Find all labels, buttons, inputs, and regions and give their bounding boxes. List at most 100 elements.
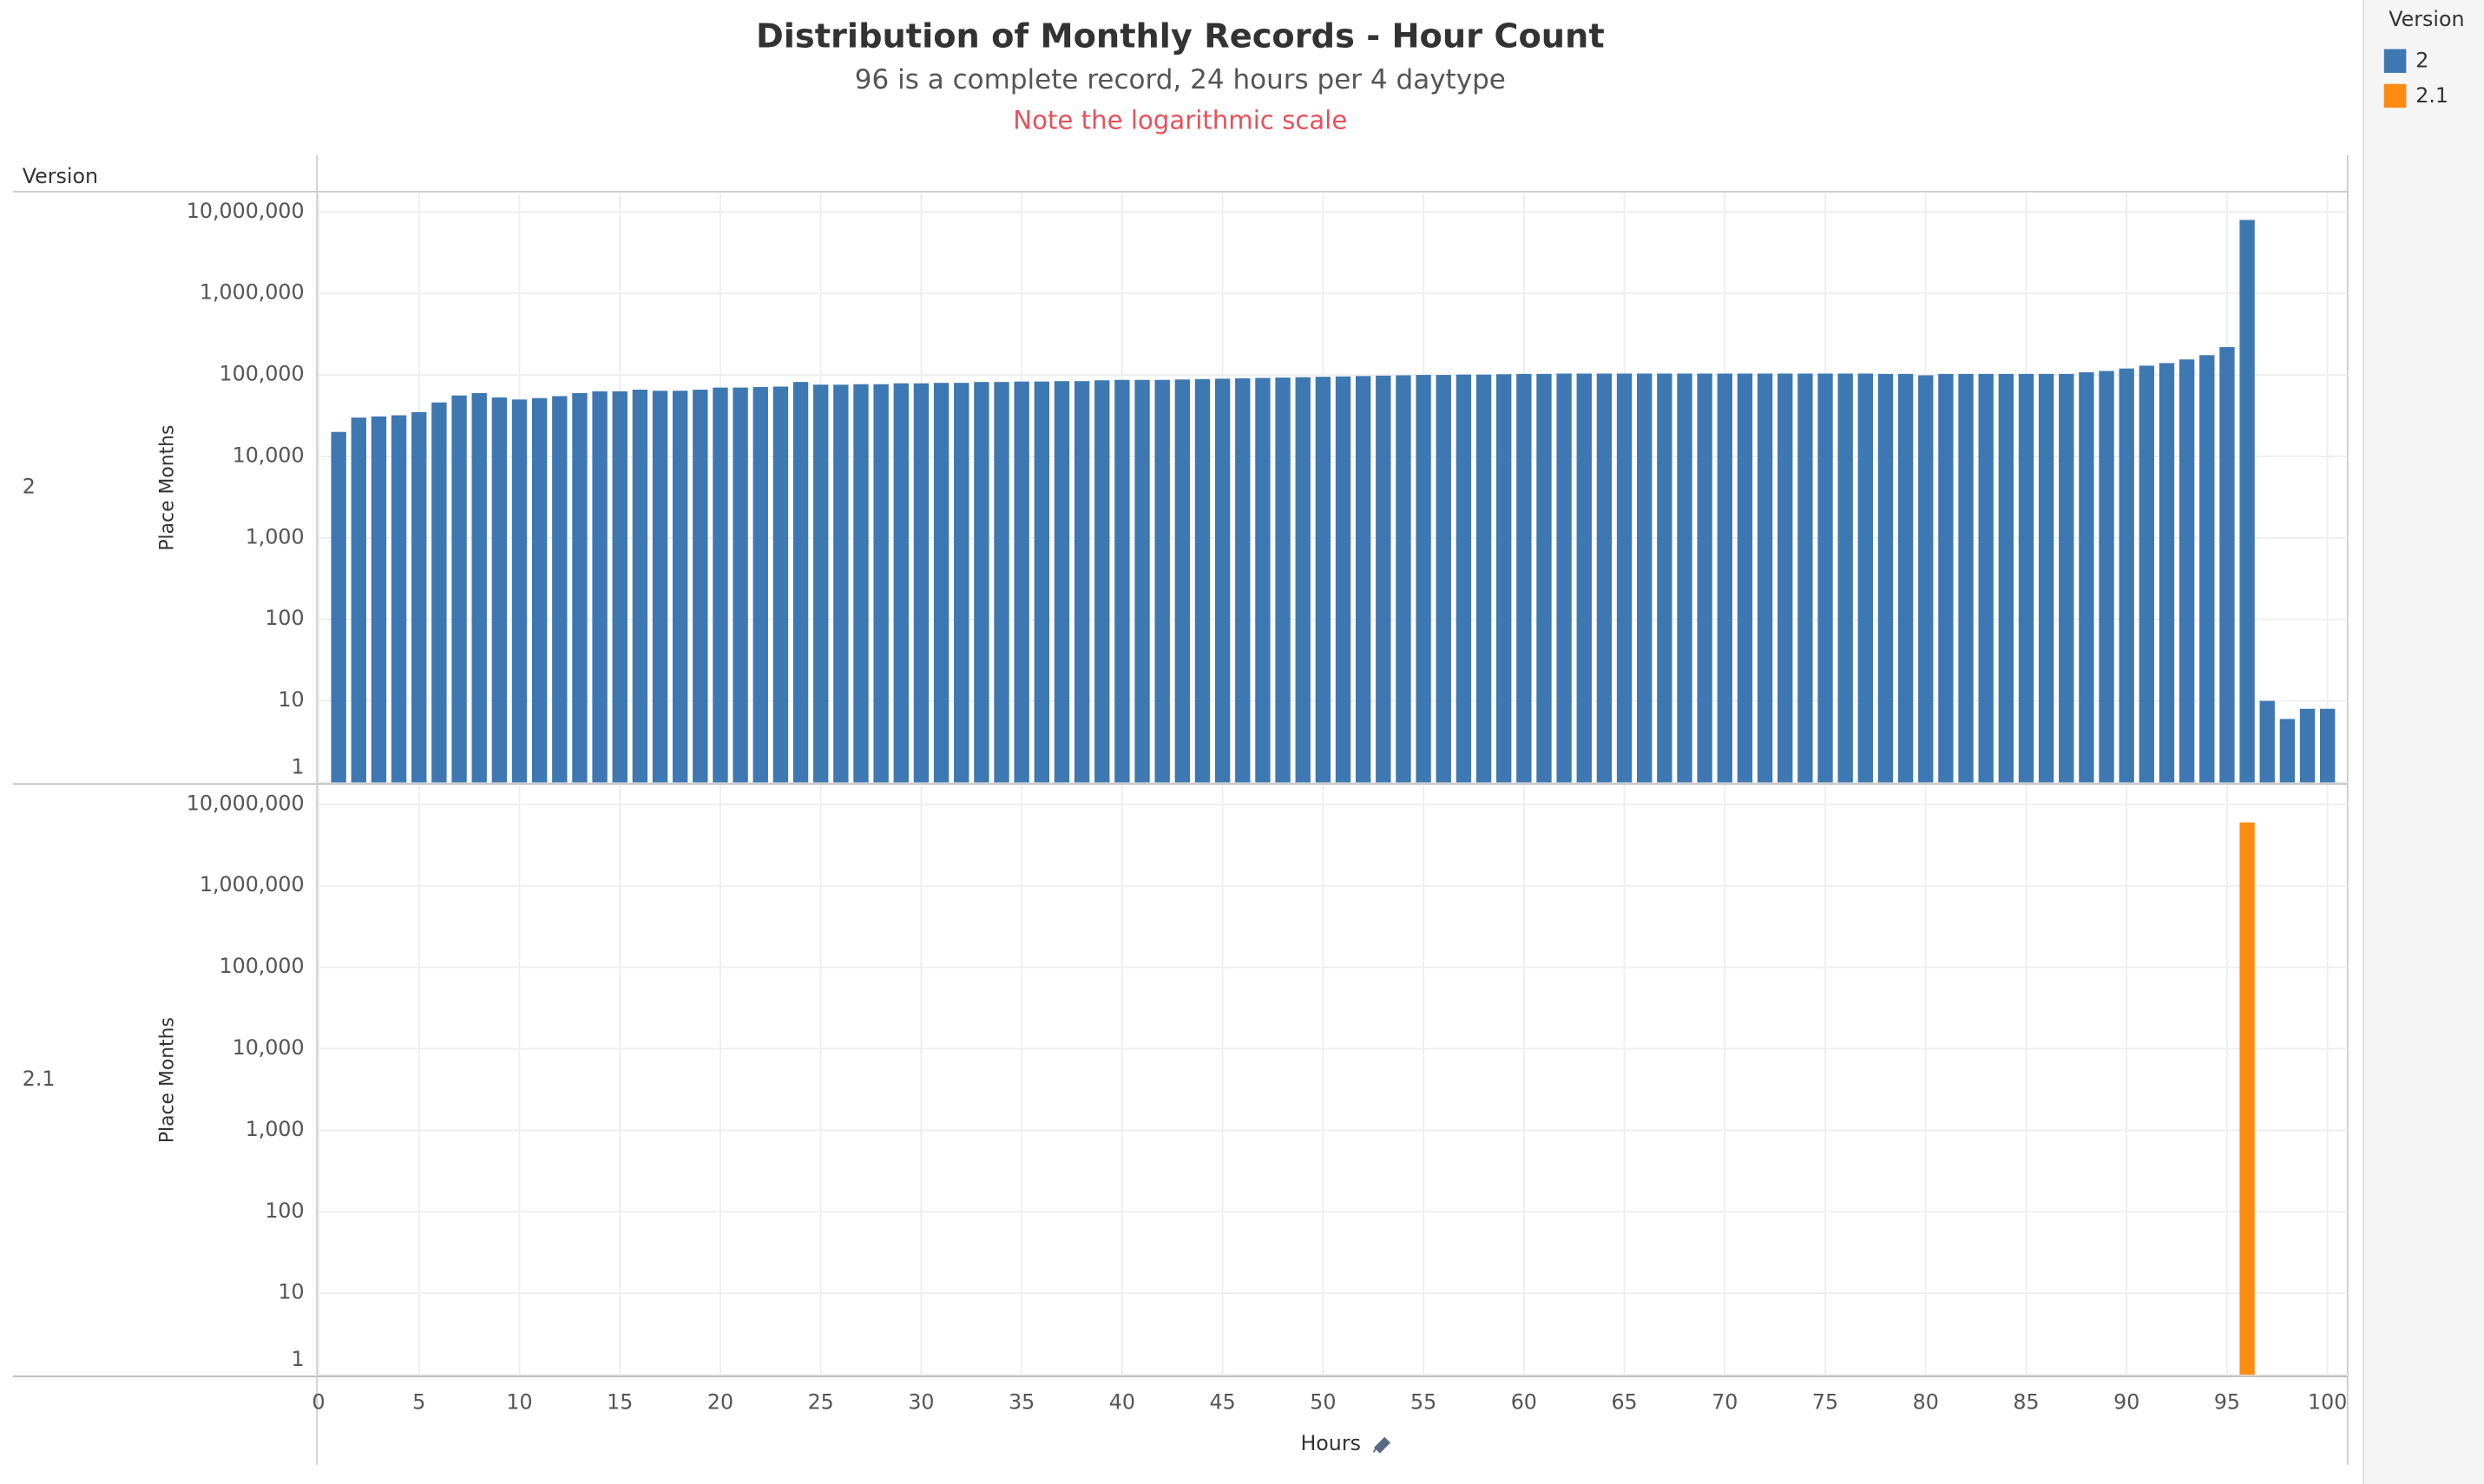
bar (511, 399, 528, 783)
bar (1315, 377, 1331, 783)
y-tick-label: 1,000 (246, 1117, 305, 1141)
bar (1837, 373, 1853, 783)
y-axis-title: Place Months (157, 425, 179, 551)
bar (1014, 381, 1029, 783)
bar (1235, 378, 1251, 783)
x-tick-label: 60 (1511, 1389, 1537, 1414)
bar (2018, 373, 2034, 783)
bar (733, 387, 748, 783)
bar (1596, 373, 1613, 783)
x-tick-label: 50 (1310, 1389, 1336, 1414)
y-tick-label: 1,000,000 (200, 872, 305, 896)
bar (1094, 380, 1110, 783)
bar (752, 387, 768, 783)
x-tick-label: 35 (1009, 1389, 1035, 1414)
bar (431, 402, 447, 783)
bar (391, 415, 407, 783)
bar (1214, 378, 1231, 783)
x-tick-label: 75 (1812, 1389, 1838, 1414)
bar (1335, 376, 1351, 783)
y-tick-label: 10,000,000 (187, 791, 305, 815)
x-tick-label: 85 (2013, 1389, 2039, 1414)
bar (672, 391, 688, 783)
bar (2099, 371, 2114, 783)
bar (853, 384, 869, 783)
bar (2219, 346, 2235, 783)
bar (813, 384, 829, 783)
bar (612, 391, 628, 783)
bar (893, 383, 909, 783)
bar (371, 416, 387, 783)
bar (572, 392, 588, 783)
bar (1576, 373, 1592, 783)
y-tick-label: 10 (278, 1280, 304, 1304)
bar (1134, 379, 1150, 783)
bar (451, 395, 467, 783)
x-tick-label: 15 (607, 1389, 633, 1414)
bar (1877, 373, 1894, 783)
bar (713, 387, 728, 783)
bar (693, 390, 708, 783)
bar (2239, 822, 2255, 1376)
y-tick-label: 10,000,000 (187, 199, 305, 223)
bar (2038, 373, 2054, 783)
row-label: 2.1 (23, 1067, 56, 1091)
bar (1778, 373, 1793, 783)
bar (1637, 373, 1653, 783)
bar (2159, 363, 2175, 783)
bar (1034, 381, 1049, 783)
bar (1516, 373, 1532, 783)
row-header: Version (23, 164, 98, 188)
y-tick-label: 1,000 (246, 524, 305, 548)
bar (1416, 375, 1431, 783)
bar (2178, 359, 2195, 783)
x-tick-label: 55 (1410, 1389, 1436, 1414)
bar (331, 431, 346, 783)
x-tick-label: 25 (808, 1389, 834, 1414)
bar (913, 383, 930, 783)
bar (1114, 379, 1130, 783)
bar (792, 382, 809, 783)
y-axis-title: Place Months (157, 1017, 179, 1143)
chart-note: Note the logarithmic scale (1013, 106, 1347, 135)
y-tick-label: 100,000 (220, 362, 305, 386)
bar (1194, 378, 1211, 783)
bar (1616, 373, 1633, 783)
bar (1797, 373, 1813, 783)
bar (1475, 374, 1492, 783)
bar (1255, 378, 1271, 783)
row-label: 2 (23, 475, 36, 499)
bar (2139, 365, 2155, 783)
bar (1376, 375, 1391, 783)
x-tick-label: 5 (412, 1389, 425, 1414)
bar (772, 386, 789, 783)
bar (351, 417, 367, 783)
x-tick-label: 30 (908, 1389, 934, 1414)
x-tick-label: 100 (2308, 1389, 2347, 1414)
bar (1918, 375, 1934, 783)
bar (632, 390, 648, 783)
bar (471, 392, 487, 783)
bar (1938, 373, 1954, 783)
bar (1978, 373, 1994, 783)
bar (1295, 377, 1311, 783)
bar (2059, 373, 2074, 783)
y-tick-label: 100,000 (220, 954, 305, 978)
chart-title: Distribution of Monthly Records - Hour C… (756, 16, 1605, 56)
legend-label: 2.1 (2415, 83, 2448, 108)
x-tick-label: 95 (2214, 1389, 2240, 1414)
bar (652, 391, 668, 783)
bar (491, 397, 508, 783)
bar (1174, 379, 1191, 783)
legend-swatch (2383, 83, 2407, 108)
bar (1717, 373, 1732, 783)
x-tick-label: 80 (1913, 1389, 1939, 1414)
x-tick-label: 45 (1210, 1389, 1236, 1414)
bar (592, 391, 608, 783)
bar (933, 383, 950, 783)
bar (1677, 373, 1692, 783)
bar (1154, 379, 1170, 783)
bar (2320, 708, 2336, 783)
